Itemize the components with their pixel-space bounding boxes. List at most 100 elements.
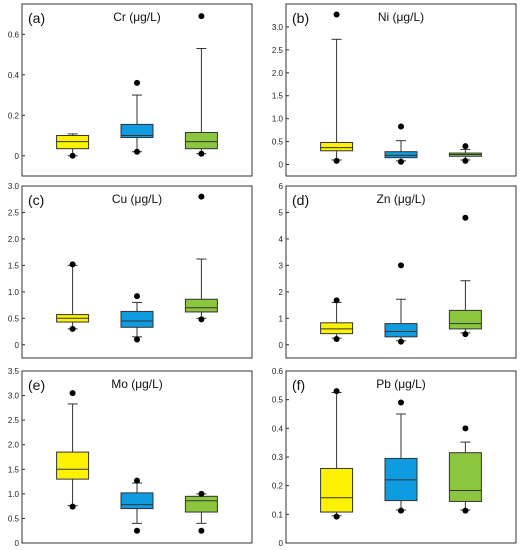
y-tick-label: 2.5 [8, 416, 20, 425]
outlier-point [398, 123, 404, 130]
y-tick-label: 1.5 [8, 465, 20, 474]
box-iqr [320, 467, 354, 513]
outlier-point [398, 262, 404, 269]
box-plot [56, 261, 90, 332]
outlier-point [134, 477, 140, 484]
panel-e: 0 0.5 1.0 1.5 2.0 2.5 3.0 3.5 (e) Mo (μg/L) [8, 367, 253, 548]
outlier-point [462, 425, 469, 432]
panel-tag: (f) [292, 377, 305, 393]
y-tick-label: 0.5 [272, 396, 284, 405]
y-tick-label: 1 [279, 314, 284, 323]
box-iqr [184, 131, 218, 150]
box-plot [56, 133, 90, 159]
panel-tag: (b) [292, 10, 309, 26]
box-iqr [320, 322, 354, 335]
box-iqr [384, 323, 418, 338]
plot-frame [21, 370, 253, 544]
y-tick-label: 1.0 [8, 490, 20, 499]
y-tick-label: 0.2 [272, 482, 284, 491]
box-plot [184, 193, 218, 323]
y-tick-label: 5 [279, 208, 284, 217]
y-tick-label: 0.4 [272, 424, 284, 433]
outlier-point [198, 150, 205, 157]
y-tick-label: 3.5 [8, 367, 20, 376]
y-tick-label: 0.1 [272, 510, 284, 519]
outlier-point [398, 158, 404, 165]
y-tick-label: 1.5 [8, 261, 20, 270]
y-tick-label: 2.5 [272, 46, 284, 55]
panel-title: Pb (μg/L) [376, 377, 426, 391]
box-plot [320, 388, 354, 520]
box-plot [184, 490, 218, 534]
y-tick-label: 0.3 [272, 453, 284, 462]
y-tick-label: 0.2 [8, 111, 20, 120]
box-iqr [384, 151, 418, 159]
outlier-point [134, 336, 140, 343]
outlier-point [198, 316, 205, 323]
plot-frame [285, 3, 517, 177]
y-tick-label: 2.0 [272, 69, 284, 78]
outlier-point [462, 157, 469, 164]
box-iqr [56, 135, 90, 150]
outlier-point [462, 214, 469, 221]
panel-tag: (c) [28, 192, 44, 208]
panel-title: Mo (μg/L) [111, 377, 163, 391]
outlier-point [69, 390, 76, 397]
plot-frame [21, 3, 253, 177]
y-tick-label: 4 [279, 235, 284, 244]
outlier-point [333, 335, 340, 342]
box-iqr [184, 495, 218, 513]
y-tick-label: 0.5 [8, 514, 20, 523]
outlier-point [398, 338, 404, 345]
panel-title: Ni (μg/L) [378, 10, 424, 24]
box-plot [384, 262, 418, 345]
y-tick-label: 0.5 [8, 314, 20, 323]
outlier-point [198, 193, 205, 200]
box-plot [384, 123, 418, 165]
box-plot [384, 399, 418, 514]
outlier-point [198, 13, 205, 20]
box-plot [448, 214, 482, 338]
outlier-point [462, 331, 469, 338]
panel-title: Cu (μg/L) [112, 192, 162, 206]
box-plot [56, 390, 90, 510]
outlier-point [333, 513, 340, 520]
y-tick-label: 0.6 [8, 30, 20, 39]
y-tick-label: 2.0 [8, 235, 20, 244]
y-tick-label: 1.5 [272, 92, 284, 101]
outlier-point [333, 388, 340, 395]
box-plot [120, 79, 154, 155]
y-tick-label: 0 [15, 341, 20, 350]
panel-b: 0 0.5 1.0 1.5 2.0 2.5 3.0 (b) Ni (μg/L) [272, 3, 517, 177]
box-plot [320, 11, 354, 164]
y-tick-label: 0 [15, 152, 20, 161]
y-tick-label: 0 [15, 539, 20, 548]
outlier-point [69, 503, 76, 510]
panel-title: Zn (μg/L) [377, 192, 426, 206]
plot-frame [21, 185, 253, 359]
panel-title: Cr (μg/L) [113, 10, 161, 24]
y-tick-label: 3.0 [8, 182, 20, 191]
outlier-point [462, 143, 469, 150]
y-tick-label: 3.0 [272, 23, 284, 32]
y-tick-label: 3 [279, 261, 284, 270]
plot-frame [285, 185, 517, 359]
outlier-point [198, 527, 205, 534]
box-plot [448, 143, 482, 164]
panel-d: 0 1 2 3 4 5 6 (d) Zn (μg/L) [279, 182, 517, 359]
y-tick-label: 1.0 [8, 288, 20, 297]
box-iqr [448, 309, 482, 330]
box-plot [184, 13, 218, 157]
box-iqr [120, 492, 154, 510]
box-plot [448, 425, 482, 514]
panel-a: 0 0.2 0.4 0.6 (a) Cr (μg/L) [8, 3, 253, 177]
box-iqr [120, 123, 154, 139]
y-tick-label: 0 [279, 539, 284, 548]
y-tick-label: 6 [279, 182, 284, 191]
outlier-point [134, 527, 140, 534]
outlier-point [398, 399, 404, 406]
outlier-point [134, 79, 140, 86]
outlier-point [398, 507, 404, 514]
outlier-point [462, 507, 469, 514]
